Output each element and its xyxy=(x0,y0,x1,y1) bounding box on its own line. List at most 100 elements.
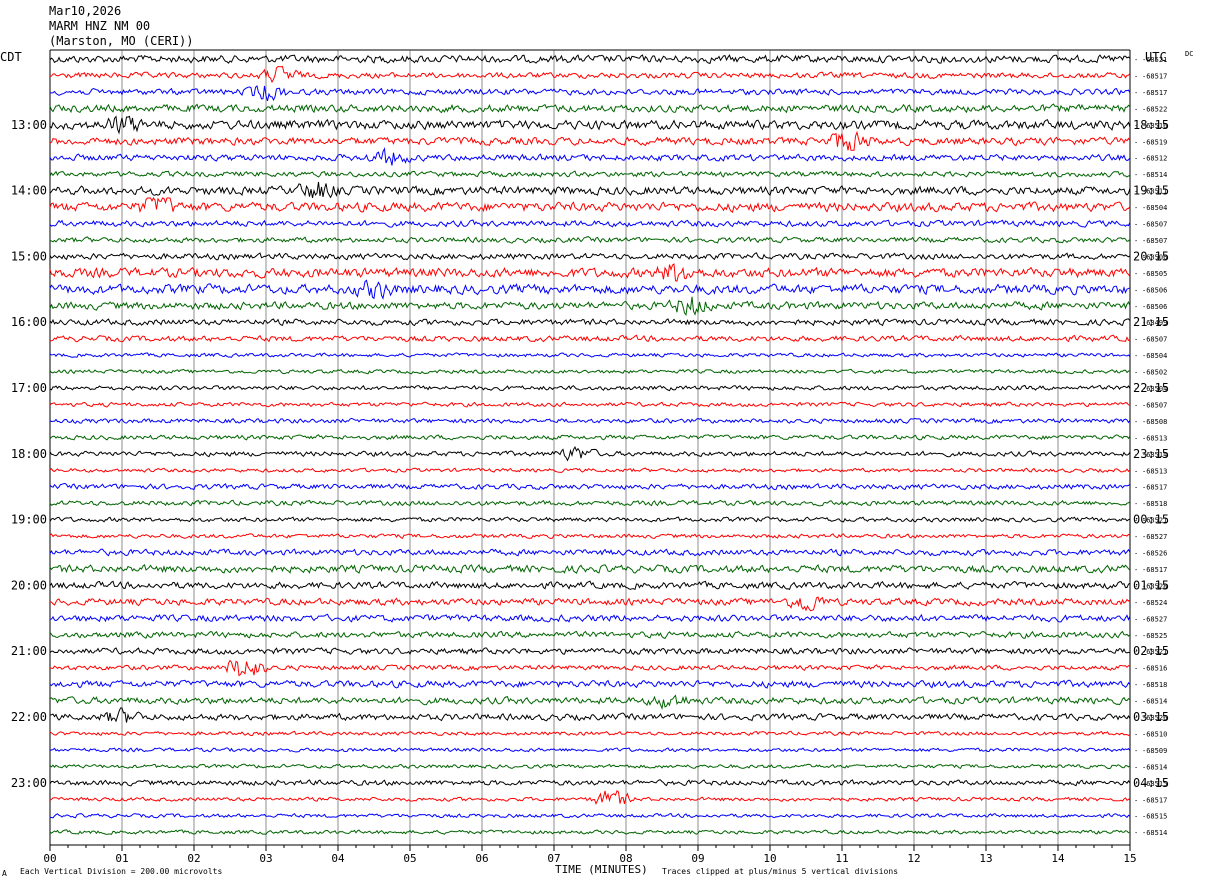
dc-tick-mark: - xyxy=(1134,188,1138,196)
seismic-trace xyxy=(49,296,1131,317)
dc-offset-label: -68517 xyxy=(1142,566,1167,574)
seismic-trace xyxy=(49,146,1131,166)
cdt-hour-label: 21:00 xyxy=(11,644,47,658)
dc-offset-label: -68518 xyxy=(1142,500,1167,508)
seismic-trace xyxy=(49,368,1131,375)
seismic-trace xyxy=(49,747,1131,753)
dc-offset-label: -68515 xyxy=(1142,813,1167,821)
seismic-trace xyxy=(49,103,1131,114)
dc-offset-label: -68515 xyxy=(1142,780,1167,788)
seismic-trace xyxy=(49,417,1131,425)
seismic-trace xyxy=(49,263,1131,282)
seismic-trace xyxy=(49,318,1131,327)
dc-offset-label: -68507 xyxy=(1142,401,1167,409)
dc-offset-label: -68516 xyxy=(1142,665,1167,673)
x-tick-label: 02 xyxy=(187,852,200,865)
utc-hour-label: 18:15 xyxy=(1133,118,1169,132)
x-tick-label: 01 xyxy=(115,852,128,865)
dc-offset-label: -68513 xyxy=(1142,467,1167,475)
dc-tick-mark: - xyxy=(1134,286,1138,294)
dc-tick-mark: - xyxy=(1134,451,1138,459)
x-tick-label: 05 xyxy=(403,852,416,865)
cdt-hour-label: 17:00 xyxy=(11,381,47,395)
seismic-trace xyxy=(49,730,1131,737)
dc-offset-label: -68517 xyxy=(1142,89,1167,97)
dc-offset-label: -68516 xyxy=(1142,122,1167,130)
dc-offset-label: -68521 xyxy=(1142,56,1167,64)
dc-offset-label: -68505 xyxy=(1142,270,1167,278)
x-tick-label: 10 xyxy=(763,852,776,865)
seismic-trace xyxy=(50,596,1131,612)
right-timezone-label: UTC xyxy=(1145,50,1167,64)
dc-tick-mark: - xyxy=(1134,648,1138,656)
dc-tick-mark: - xyxy=(1134,336,1138,344)
dc-tick-mark: - xyxy=(1134,813,1138,821)
dc-offset-label: -68511 xyxy=(1142,188,1167,196)
dc-offset-label: -68512 xyxy=(1142,155,1167,163)
dc-tick-mark: - xyxy=(1134,780,1138,788)
dc-tick-mark: - xyxy=(1134,747,1138,755)
seismic-trace xyxy=(49,613,1131,623)
dc-offset-label: -68513 xyxy=(1142,434,1167,442)
seismic-trace xyxy=(49,580,1131,591)
x-tick-label: 00 xyxy=(43,852,56,865)
dc-offset-label: -68514 xyxy=(1142,698,1167,706)
seismic-trace xyxy=(49,170,1131,178)
dc-tick-mark: - xyxy=(1134,714,1138,722)
x-tick-label: 04 xyxy=(331,852,345,865)
dc-tick-mark: - xyxy=(1134,796,1138,804)
dc-offset-label: -68528 xyxy=(1142,582,1167,590)
x-axis-label: TIME (MINUTES) xyxy=(555,863,648,876)
dc-offset-label: -68508 xyxy=(1142,418,1167,426)
dc-tick-mark: - xyxy=(1134,467,1138,475)
dc-offset-label: -68514 xyxy=(1142,763,1167,771)
dc-offset-label: -68517 xyxy=(1142,484,1167,492)
dc-tick-mark: - xyxy=(1134,730,1138,738)
dc-offset-label: -68514 xyxy=(1142,829,1167,837)
seismic-trace xyxy=(49,434,1131,441)
seismic-trace xyxy=(49,516,1131,523)
dc-tick-mark: - xyxy=(1134,500,1138,508)
dc-offset-label: -68522 xyxy=(1142,105,1167,113)
dc-tick-mark: - xyxy=(1134,385,1138,393)
x-tick-label: 08 xyxy=(619,852,632,865)
seismic-trace xyxy=(49,659,1131,677)
dc-offset-label: -68506 xyxy=(1142,286,1167,294)
dc-tick-mark: - xyxy=(1134,204,1138,212)
dc-tick-mark: - xyxy=(1134,763,1138,771)
dc-offset-label: -68514 xyxy=(1142,171,1167,179)
utc-hour-label: 04:15 xyxy=(1133,776,1169,790)
dc-offset-label: -68526 xyxy=(1142,714,1167,722)
dc-tick-mark: - xyxy=(1134,56,1138,64)
utc-hour-label: 22:15 xyxy=(1133,381,1169,395)
utc-hour-label: 02:15 xyxy=(1133,644,1169,658)
utc-hour-label: 19:15 xyxy=(1133,184,1169,198)
dc-tick-mark: - xyxy=(1134,418,1138,426)
dc-tick-mark: - xyxy=(1134,681,1138,689)
dc-tick-mark: - xyxy=(1134,138,1138,146)
dc-tick-mark: - xyxy=(1134,89,1138,97)
dc-tick-mark: - xyxy=(1134,369,1138,377)
dc-offset-label: -68504 xyxy=(1142,385,1167,393)
cdt-hour-label: 23:00 xyxy=(11,776,47,790)
cdt-hour-label: 13:00 xyxy=(11,118,47,132)
seismic-trace xyxy=(49,694,1131,711)
x-tick-label: 11 xyxy=(835,852,848,865)
seismic-trace xyxy=(49,115,1131,135)
utc-hour-label: 21:15 xyxy=(1133,315,1169,329)
dc-tick-mark: - xyxy=(1134,303,1138,311)
dc-offset-label: -68517 xyxy=(1142,72,1167,80)
dc-tick-mark: - xyxy=(1134,122,1138,130)
cdt-hour-label: 19:00 xyxy=(11,513,47,527)
seismic-trace xyxy=(49,65,1131,84)
seismic-trace xyxy=(49,352,1131,358)
x-tick-label: 14 xyxy=(1051,852,1065,865)
seismic-trace xyxy=(49,548,1131,557)
clip-note: Traces clipped at plus/minus 5 vertical … xyxy=(662,867,899,876)
dc-offset-label: -68507 xyxy=(1142,237,1167,245)
dc-offset-label: -68521 xyxy=(1142,648,1167,656)
utc-hour-label: 01:15 xyxy=(1133,578,1169,592)
seismic-trace xyxy=(49,499,1131,507)
dc-offset-label: -68507 xyxy=(1142,221,1167,229)
